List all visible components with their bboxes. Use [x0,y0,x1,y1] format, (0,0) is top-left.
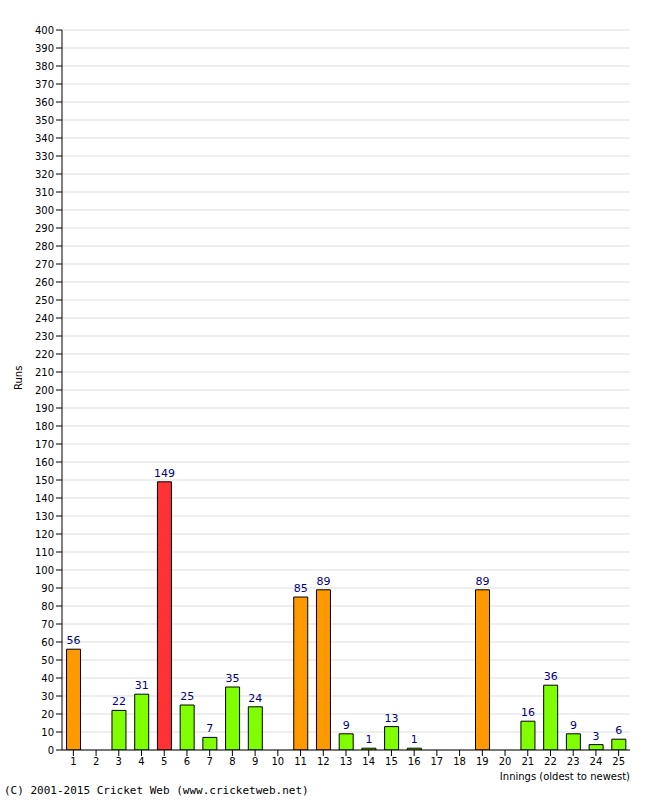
svg-text:340: 340 [35,133,54,144]
svg-text:Runs: Runs [13,366,24,390]
svg-text:80: 80 [41,601,54,612]
svg-text:9: 9 [252,756,258,767]
svg-text:35: 35 [226,672,240,685]
svg-text:36: 36 [544,670,558,683]
svg-text:1: 1 [70,756,76,767]
svg-text:11: 11 [294,756,307,767]
svg-text:24: 24 [590,756,603,767]
svg-text:7: 7 [206,756,212,767]
svg-text:10: 10 [271,756,284,767]
svg-text:90: 90 [41,583,54,594]
svg-text:13: 13 [385,712,399,725]
svg-text:15: 15 [385,756,398,767]
svg-text:25: 25 [612,756,625,767]
svg-text:1: 1 [365,733,372,746]
svg-text:9: 9 [570,719,577,732]
svg-text:3: 3 [593,730,600,743]
svg-text:12: 12 [317,756,330,767]
svg-text:9: 9 [343,719,350,732]
svg-text:300: 300 [35,205,54,216]
svg-text:13: 13 [340,756,353,767]
svg-text:89: 89 [316,575,330,588]
svg-text:22: 22 [112,695,126,708]
svg-text:23: 23 [567,756,580,767]
svg-text:150: 150 [35,475,54,486]
svg-text:320: 320 [35,169,54,180]
svg-text:290: 290 [35,223,54,234]
svg-text:120: 120 [35,529,54,540]
svg-text:4: 4 [138,756,144,767]
svg-text:6: 6 [184,756,190,767]
svg-text:220: 220 [35,349,54,360]
svg-text:400: 400 [35,25,54,36]
svg-text:390: 390 [35,43,54,54]
svg-text:25: 25 [180,690,194,703]
svg-text:149: 149 [154,467,175,480]
svg-text:89: 89 [476,575,490,588]
svg-text:24: 24 [248,692,262,705]
svg-text:280: 280 [35,241,54,252]
svg-text:210: 210 [35,367,54,378]
svg-text:85: 85 [294,582,308,595]
svg-text:16: 16 [521,706,535,719]
svg-text:30: 30 [41,691,54,702]
svg-text:31: 31 [135,679,149,692]
svg-text:1: 1 [411,733,418,746]
svg-text:60: 60 [41,637,54,648]
html-text:(C) 2001-2015 Cricket Web (www: (C) 2001-2015 Cricket Web (www.cricketwe… [4,784,309,797]
svg-text:18: 18 [453,756,466,767]
svg-text:330: 330 [35,151,54,162]
svg-text:10: 10 [41,727,54,738]
svg-text:19: 19 [476,756,489,767]
svg-text:370: 370 [35,79,54,90]
svg-text:20: 20 [499,756,512,767]
svg-text:140: 140 [35,493,54,504]
svg-text:260: 260 [35,277,54,288]
svg-text:Innings (oldest to newest): Innings (oldest to newest) [500,771,630,782]
svg-text:3: 3 [116,756,122,767]
svg-text:56: 56 [67,634,81,647]
svg-text:310: 310 [35,187,54,198]
svg-text:100: 100 [35,565,54,576]
svg-text:20: 20 [41,709,54,720]
svg-text:2: 2 [93,756,99,767]
svg-text:130: 130 [35,511,54,522]
svg-text:8: 8 [229,756,235,767]
svg-text:40: 40 [41,673,54,684]
svg-text:50: 50 [41,655,54,666]
svg-text:22: 22 [544,756,557,767]
svg-text:250: 250 [35,295,54,306]
svg-text:160: 160 [35,457,54,468]
svg-text:350: 350 [35,115,54,126]
svg-text:110: 110 [35,547,54,558]
svg-text:240: 240 [35,313,54,324]
svg-text:190: 190 [35,403,54,414]
svg-text:0: 0 [48,745,54,756]
svg-text:21: 21 [521,756,534,767]
svg-text:380: 380 [35,61,54,72]
svg-text:200: 200 [35,385,54,396]
svg-text:16: 16 [408,756,421,767]
svg-text:270: 270 [35,259,54,270]
svg-text:14: 14 [362,756,375,767]
svg-text:70: 70 [41,619,54,630]
svg-text:7: 7 [206,722,213,735]
svg-text:6: 6 [615,724,622,737]
svg-text:17: 17 [431,756,444,767]
svg-text:360: 360 [35,97,54,108]
svg-text:5: 5 [161,756,167,767]
svg-text:180: 180 [35,421,54,432]
svg-text:230: 230 [35,331,54,342]
svg-text:170: 170 [35,439,54,450]
